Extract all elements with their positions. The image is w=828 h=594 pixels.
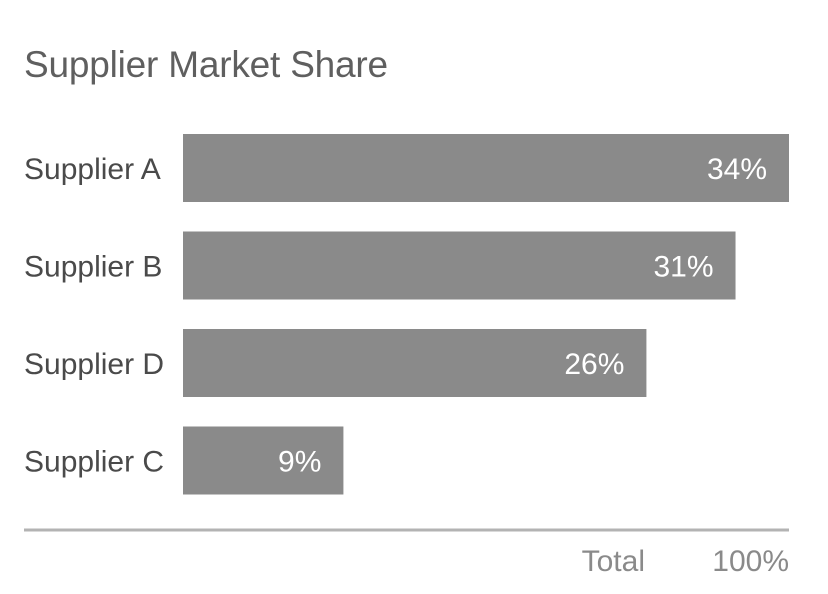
bar-supplier-b [183, 231, 736, 300]
bar-supplier-d [183, 329, 647, 397]
bar-value-label-supplier-c: 9% [278, 446, 321, 479]
bars-layer: Supplier A 34% Supplier B 31% Supplier D 26% S… [24, 134, 789, 495]
bar-value-label-supplier-b: 31% [653, 251, 713, 284]
total-value: 100% [712, 545, 789, 578]
bar-supplier-a [183, 134, 789, 202]
category-label-supplier-d: Supplier D [24, 348, 164, 381]
chart-title: Supplier Market Share [24, 44, 388, 85]
bar-value-label-supplier-d: 26% [564, 348, 624, 381]
category-label-supplier-b: Supplier B [24, 251, 162, 284]
category-label-supplier-a: Supplier A [24, 153, 161, 186]
total-label: Total [582, 545, 645, 578]
category-label-supplier-c: Supplier C [24, 446, 164, 479]
bar-supplier-c [183, 426, 344, 495]
bar-value-label-supplier-a: 34% [707, 153, 767, 186]
